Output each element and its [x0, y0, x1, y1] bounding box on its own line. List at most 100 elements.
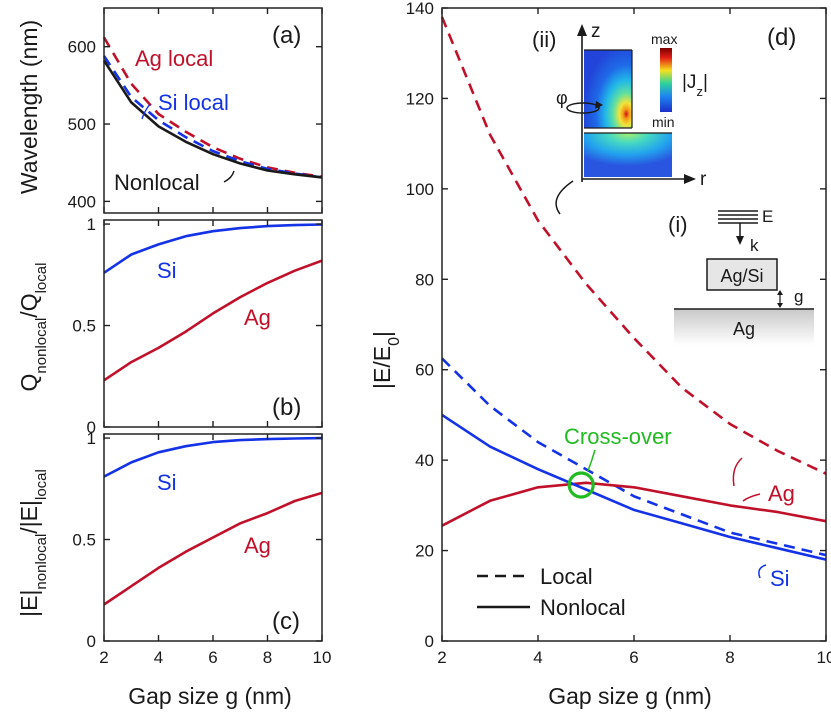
rotation-arrowhead-icon [595, 101, 603, 109]
si-annotation-b: Si [157, 258, 177, 283]
xtick-label-d-2: 6 [629, 648, 638, 667]
ytick-label-a-2: 600 [68, 38, 96, 57]
xtick-label-d-4: 10 [817, 648, 831, 667]
gap-arrowhead-down-icon [777, 303, 783, 308]
colorbar-max-label: max [651, 31, 677, 47]
ytick-label-d-7: 140 [406, 0, 434, 18]
series-c-1 [103, 491, 323, 606]
colorbar-quantity-label: |Jz| [682, 72, 708, 99]
xtick-label-d-1: 4 [533, 648, 542, 667]
substrate-block [674, 309, 814, 345]
panel-d-xlabel: Gap size g (nm) [548, 683, 712, 709]
panel-d-label: (d) [767, 24, 796, 51]
panel-d: 0 20 40 60 80 100 120 140 2 4 6 8 10 [406, 0, 831, 667]
nonlocal-annotation: Nonlocal [114, 170, 200, 195]
panel-c: 0 0.5 1 2 4 6 8 10 [72, 429, 331, 667]
crossover-label: Cross-over [564, 424, 672, 449]
panel-b-ylabel: Qnonlocal/Qlocal [16, 263, 50, 392]
panel-c-ylabel: |E|nonlocal/|E|local [16, 469, 50, 617]
panel-c-xlabel: Gap size g (nm) [128, 683, 292, 709]
ytick-label-c-0: 0 [87, 632, 96, 651]
ag-local-annotation: Ag local [135, 46, 213, 71]
inset-i-label: (i) [668, 212, 688, 237]
inset-ii-z-label: z [591, 21, 601, 42]
ytick-label-d-2: 40 [415, 451, 434, 470]
ytick-label-d-5: 100 [406, 180, 434, 199]
field-map-upper [584, 50, 632, 128]
k-arrowhead-icon [736, 236, 744, 245]
series-a-2 [102, 59, 323, 179]
ytick-label-d-4: 80 [415, 270, 434, 289]
panel-c-label: (c) [272, 608, 300, 635]
ag-annotation-b: Ag [244, 305, 271, 330]
ytick-label-b-0: 0 [87, 418, 96, 437]
field-map-lower [584, 133, 672, 177]
series-d-0 [440, 16, 827, 475]
particle-block [706, 258, 778, 291]
ytick-label-b-1: 0.5 [72, 317, 96, 336]
series-a-1 [102, 55, 323, 179]
xtick-label-c-0: 2 [99, 648, 108, 667]
ytick-label-d-1: 20 [415, 542, 434, 561]
panel-a: 400 500 600 [68, 7, 323, 214]
xtick-label-c-4: 10 [313, 648, 332, 667]
xtick-label-d-3: 8 [725, 648, 734, 667]
inset-ii-r-label: r [700, 169, 707, 190]
si-annotation-c: Si [157, 470, 177, 495]
rotation-arrow-icon [566, 102, 600, 114]
inset-i-substrate-label: Ag [733, 319, 755, 339]
ytick-label-d-3: 60 [415, 361, 434, 380]
gap-arrowhead-up-icon [777, 290, 783, 295]
ytick-label-a-0: 400 [68, 192, 96, 211]
ytick-label-b-2: 1 [87, 215, 96, 234]
legend-nonlocal-label: Nonlocal [540, 595, 626, 620]
si-local-leader [141, 103, 151, 120]
si-leader-d [758, 564, 767, 579]
panel-a-ylabel: Wavelength (nm) [16, 20, 42, 194]
inset-i-particle-label: Ag/Si [720, 266, 763, 286]
inset-ii-phi-label: φ [556, 88, 568, 108]
z-arrowhead-icon [577, 24, 587, 36]
series-d-3 [441, 413, 827, 561]
panel-d-ylabel: |E/E0| [369, 331, 403, 389]
xtick-label-d-0: 2 [437, 648, 446, 667]
ag-annotation-d: Ag [768, 481, 795, 506]
series-d-1 [441, 357, 827, 557]
r-arrowhead-icon [684, 174, 696, 184]
panel-b: 00.51 [72, 215, 323, 437]
si-annotation-d: Si [770, 566, 790, 591]
inset-pointer [555, 180, 574, 215]
nonlocal-leader [223, 170, 235, 183]
panel-b-label: (b) [272, 394, 301, 421]
ytick-label-a-1: 500 [68, 115, 96, 134]
legend: Local Nonlocal [477, 564, 626, 620]
legend-local-label: Local [540, 564, 593, 589]
crossover-leader [587, 449, 596, 472]
inset-i-gap-label: g [794, 287, 803, 306]
xtick-label-c-2: 6 [208, 648, 217, 667]
series-b-1 [103, 259, 323, 382]
series-b-0 [103, 223, 323, 274]
inset-i-k-label: k [750, 236, 759, 255]
colorbar [660, 48, 672, 112]
ytick-label-c-1: 0.5 [72, 531, 96, 550]
inset-ii-label: (ii) [532, 27, 556, 52]
inset-ii: (ii) z r φ max min |Jz| [532, 21, 708, 215]
inset-i: (i) E k Ag/Si g Ag [668, 207, 814, 345]
ytick-label-c-2: 1 [87, 429, 96, 448]
inset-i-field-label: E [762, 207, 773, 226]
xtick-label-c-3: 8 [263, 648, 272, 667]
xtick-label-c-1: 4 [154, 648, 163, 667]
series-d-2 [441, 481, 827, 527]
series-c-0 [103, 436, 323, 478]
panel-a-label: (a) [272, 22, 301, 49]
si-local-annotation: Si local [158, 90, 229, 115]
crossover-marker [567, 471, 595, 499]
ytick-label-d-0: 0 [425, 632, 434, 651]
ag-leader-d2 [742, 493, 761, 502]
colorbar-min-label: min [652, 114, 675, 130]
ag-annotation-c: Ag [244, 533, 271, 558]
ytick-label-d-6: 120 [406, 89, 434, 108]
ag-leader-d [732, 457, 743, 487]
